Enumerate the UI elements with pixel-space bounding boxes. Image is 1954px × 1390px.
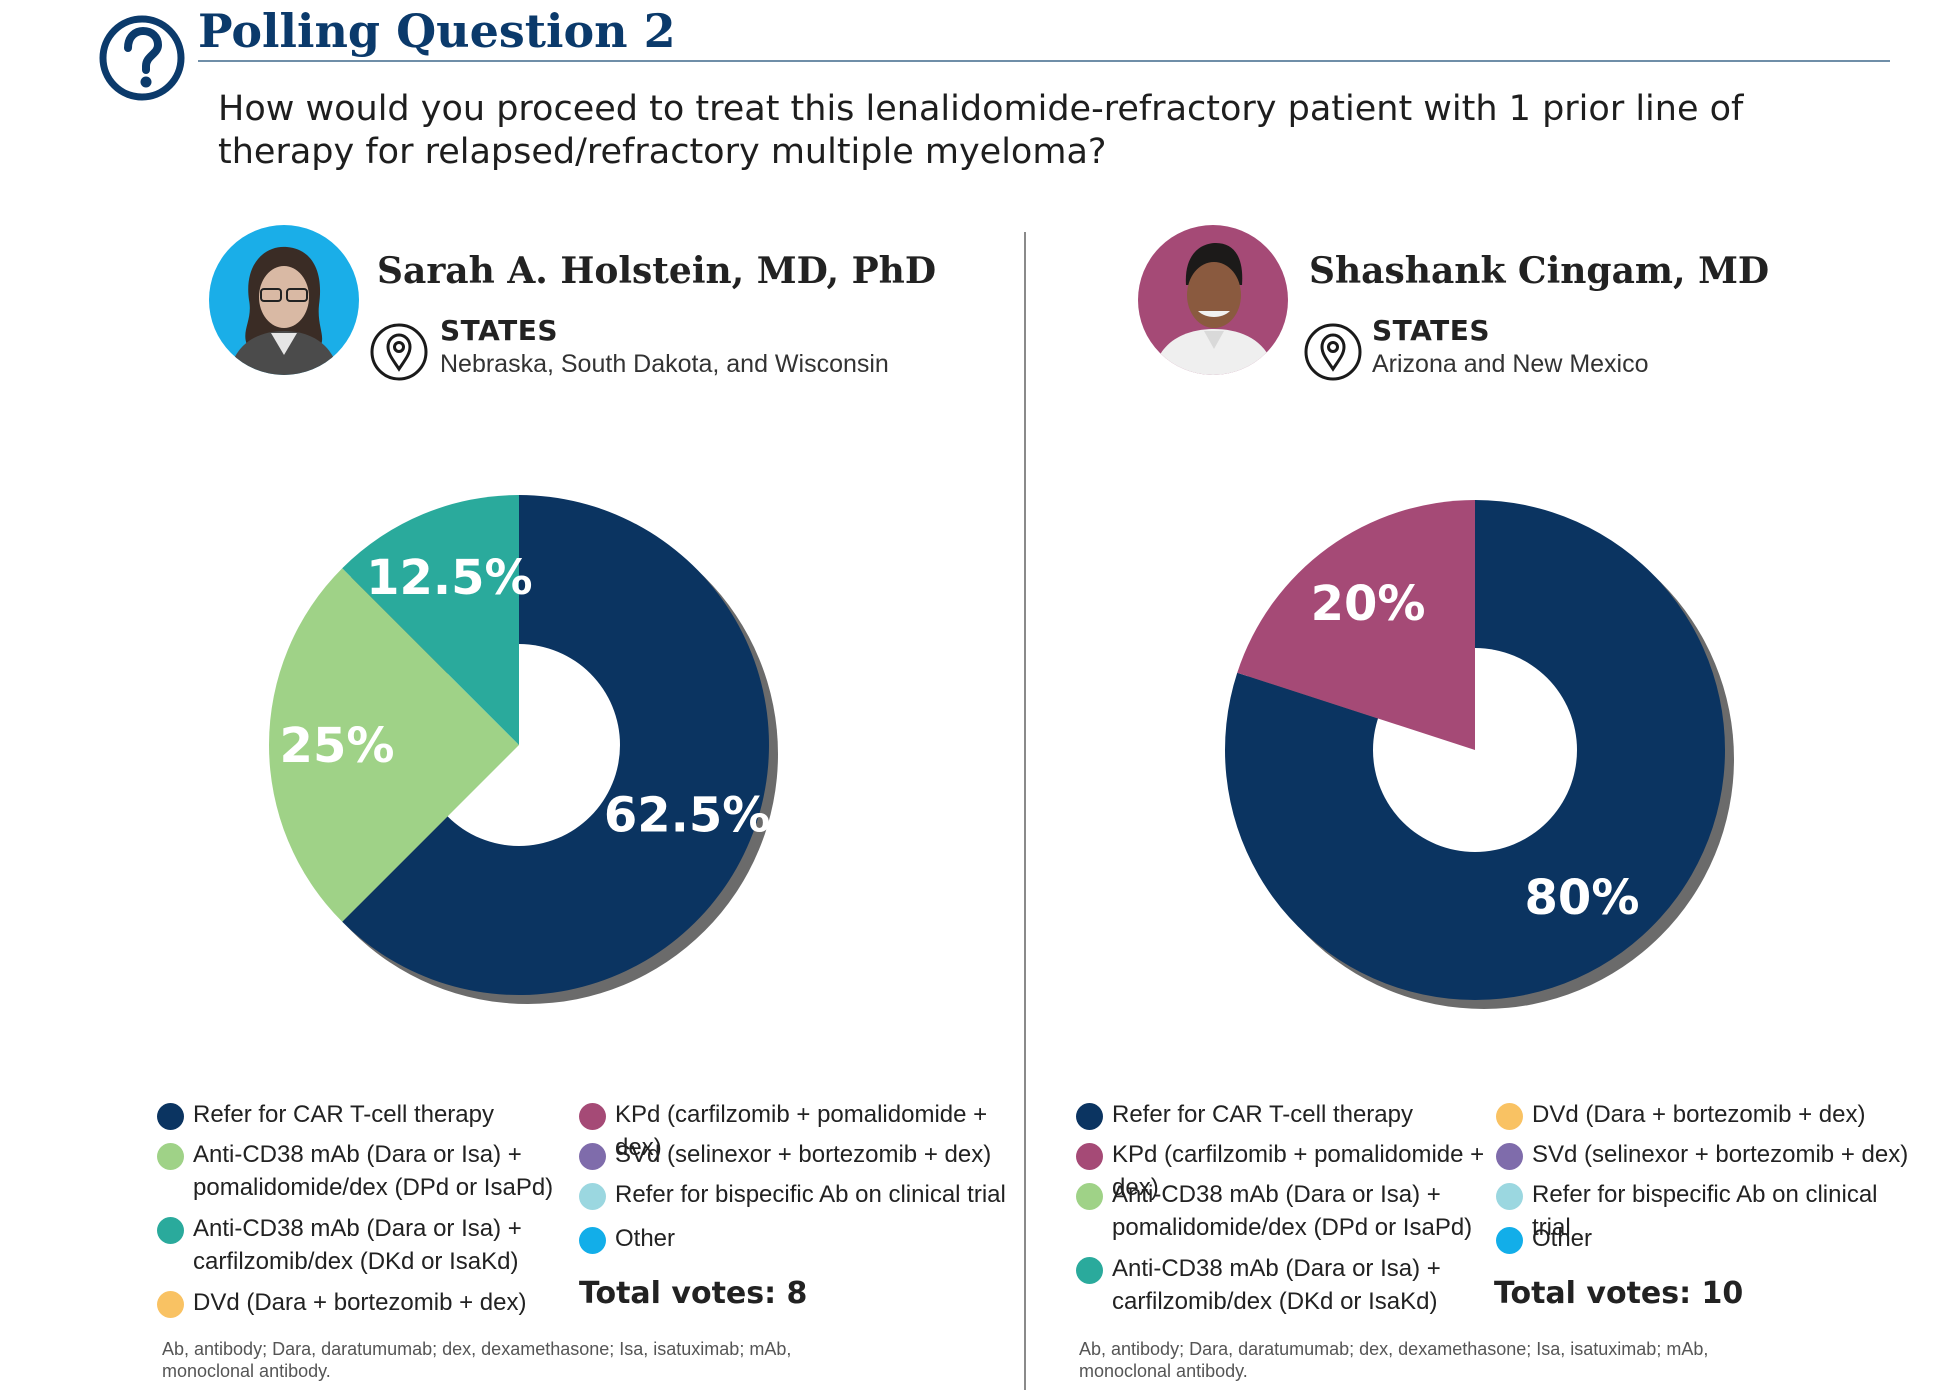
panel-cingam: Shashank Cingam, MD STATES Arizona and N… bbox=[978, 0, 1954, 1390]
legend-item: KPd (carfilzomib + pomalidomide + dex) bbox=[579, 1098, 1009, 1164]
legend-swatch bbox=[157, 1143, 184, 1170]
doctor-name: Sarah A. Holstein, MD, PhD bbox=[377, 250, 937, 292]
legend-item: DVd (Dara + bortezomib + dex) bbox=[157, 1286, 557, 1319]
slice-data-label: 12.5% bbox=[366, 550, 533, 606]
legend-swatch bbox=[579, 1143, 606, 1170]
legend-label: KPd (carfilzomib + pomalidomide + dex) bbox=[1112, 1141, 1485, 1201]
legend-item: SVd (selinexor + bortezomib + dex) bbox=[579, 1138, 1009, 1171]
legend-item: Anti-CD38 mAb (Dara or Isa) + pomalidomi… bbox=[157, 1138, 557, 1204]
legend-label: Other bbox=[1532, 1225, 1593, 1252]
legend-label: Anti-CD38 mAb (Dara or Isa) + carfilzomi… bbox=[1112, 1255, 1441, 1315]
legend-item: Anti-CD38 mAb (Dara or Isa) + carfilzomi… bbox=[157, 1212, 557, 1278]
states-heading: STATES bbox=[1372, 314, 1490, 347]
donut-slice bbox=[342, 495, 519, 745]
footnote: Ab, antibody; Dara, daratumumab; dex, de… bbox=[162, 1339, 792, 1381]
legend-label: Anti-CD38 mAb (Dara or Isa) + pomalidomi… bbox=[1112, 1181, 1473, 1241]
legend-item: Other bbox=[579, 1222, 1009, 1255]
legend-swatch bbox=[157, 1103, 184, 1130]
donut-chart: 80% 20% bbox=[1225, 500, 1734, 1009]
title-rule bbox=[198, 60, 1890, 62]
question-mark-icon bbox=[99, 15, 185, 101]
legend-label: Refer for CAR T-cell therapy bbox=[1112, 1101, 1413, 1128]
avatar bbox=[1138, 225, 1288, 375]
panel-divider bbox=[1024, 232, 1026, 1390]
states-list: Nebraska, South Dakota, and Wisconsin bbox=[440, 350, 889, 378]
avatar bbox=[209, 225, 359, 375]
legend-item: Refer for bispecific Ab on clinical tria… bbox=[1496, 1178, 1916, 1244]
legend-label: Refer for bispecific Ab on clinical tria… bbox=[615, 1181, 1006, 1208]
total-votes: Total votes: 8 bbox=[579, 1276, 808, 1311]
legend-item: Other bbox=[1496, 1222, 1916, 1255]
location-pin-icon bbox=[370, 323, 428, 381]
slice-data-label: 62.5% bbox=[604, 788, 771, 844]
legend-label: Anti-CD38 mAb (Dara or Isa) + pomalidomi… bbox=[193, 1141, 554, 1201]
legend-swatch bbox=[1496, 1103, 1523, 1130]
legend-item: KPd (carfilzomib + pomalidomide + dex) bbox=[1076, 1138, 1506, 1204]
doctor-name: Shashank Cingam, MD bbox=[1309, 250, 1770, 292]
legend-swatch bbox=[579, 1227, 606, 1254]
legend-item: Refer for bispecific Ab on clinical tria… bbox=[579, 1178, 1009, 1211]
legend-label: SVd (selinexor + bortezomib + dex) bbox=[1532, 1141, 1909, 1168]
legend-label: Anti-CD38 mAb (Dara or Isa) + carfilzomi… bbox=[193, 1215, 522, 1275]
legend-item: Anti-CD38 mAb (Dara or Isa) + carfilzomi… bbox=[1076, 1252, 1506, 1318]
portrait-image bbox=[1138, 225, 1288, 375]
slice-data-label: 20% bbox=[1311, 576, 1426, 632]
legend-swatch bbox=[1496, 1183, 1523, 1210]
donut-slice bbox=[1237, 500, 1475, 750]
legend-item: Refer for CAR T-cell therapy bbox=[157, 1098, 557, 1131]
legend-item: DVd (Dara + bortezomib + dex) bbox=[1496, 1098, 1916, 1131]
page-title: Polling Question 2 bbox=[198, 4, 676, 58]
states-list: Arizona and New Mexico bbox=[1372, 350, 1649, 378]
footnote: Ab, antibody; Dara, daratumumab; dex, de… bbox=[1079, 1339, 1709, 1381]
legend-swatch bbox=[1076, 1143, 1103, 1170]
legend-swatch bbox=[579, 1103, 606, 1130]
legend-swatch bbox=[1496, 1227, 1523, 1254]
legend-swatch bbox=[1076, 1257, 1103, 1284]
slice-data-label: 25% bbox=[280, 718, 395, 774]
panel-holstein: Sarah A. Holstein, MD, PhD STATES Nebras… bbox=[0, 0, 1006, 1390]
poll-question: How would you proceed to treat this lena… bbox=[218, 89, 1744, 172]
legend-swatch bbox=[1076, 1183, 1103, 1210]
legend-label: Refer for bispecific Ab on clinical tria… bbox=[1532, 1181, 1878, 1241]
donut-slice bbox=[269, 568, 519, 922]
legend-swatch bbox=[579, 1183, 606, 1210]
legend-swatch bbox=[1076, 1103, 1103, 1130]
legend-item: Refer for CAR T-cell therapy bbox=[1076, 1098, 1506, 1131]
legend-label: DVd (Dara + bortezomib + dex) bbox=[1532, 1101, 1866, 1128]
total-votes: Total votes: 10 bbox=[1494, 1276, 1744, 1311]
states-heading: STATES bbox=[440, 314, 558, 347]
legend-label: DVd (Dara + bortezomib + dex) bbox=[193, 1289, 527, 1316]
legend-item: Anti-CD38 mAb (Dara or Isa) + pomalidomi… bbox=[1076, 1178, 1506, 1244]
location-pin-icon bbox=[1304, 323, 1362, 381]
donut-chart: 62.5% 25% 12.5% bbox=[269, 495, 778, 1004]
legend-label: SVd (selinexor + bortezomib + dex) bbox=[615, 1141, 992, 1168]
legend-item: SVd (selinexor + bortezomib + dex) bbox=[1496, 1138, 1916, 1171]
portrait-image bbox=[209, 225, 359, 375]
legend-label: KPd (carfilzomib + pomalidomide + dex) bbox=[615, 1101, 988, 1161]
legend-swatch bbox=[157, 1217, 184, 1244]
legend-label: Other bbox=[615, 1225, 676, 1252]
legend-label: Refer for CAR T-cell therapy bbox=[193, 1101, 494, 1128]
slice-data-label: 80% bbox=[1525, 870, 1640, 926]
legend-swatch bbox=[1496, 1143, 1523, 1170]
legend-swatch bbox=[157, 1291, 184, 1318]
